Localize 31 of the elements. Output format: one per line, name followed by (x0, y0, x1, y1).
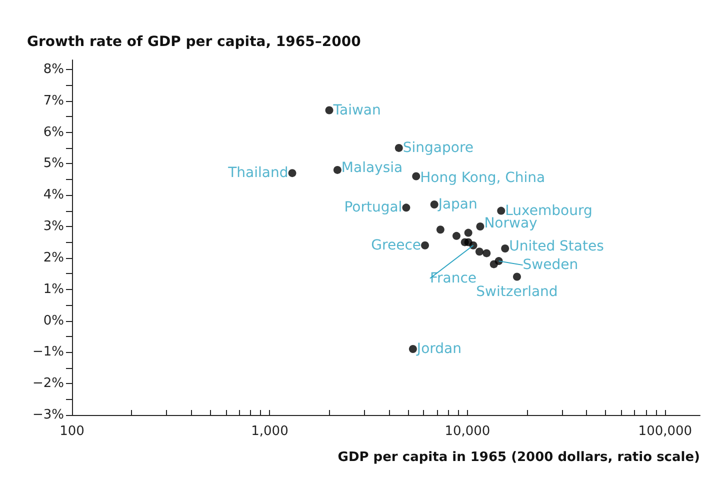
y-tick-label: 0% (43, 313, 64, 328)
chart-title: Growth rate of GDP per capita, 1965–2000 (27, 34, 362, 50)
annotation: France (430, 270, 477, 286)
x-tick-label: 100 (60, 424, 84, 439)
annotation: Switzerland (476, 284, 558, 300)
x-tick-label: 1,000 (251, 424, 288, 439)
y-tick-label: −2% (32, 376, 64, 392)
y-tick-label: 4% (43, 188, 64, 203)
y-tick-label: 3% (43, 219, 64, 234)
y-tick-label: −1% (32, 344, 64, 360)
y-tick-label: 1% (43, 282, 64, 297)
y-tick-label: 2% (43, 250, 64, 266)
annotation: Taiwan (332, 102, 381, 118)
y-tick-label: 8% (43, 62, 64, 77)
annotation: Malaysia (341, 160, 403, 176)
annotation: Singapore (402, 140, 474, 156)
y-tick-label: 5% (43, 156, 64, 172)
x-tick-label: 100,000 (638, 424, 692, 439)
annotation: United States (509, 238, 604, 254)
x-axis-title: GDP per capita in 1965 (2000 dollars, ratio scale) (338, 450, 700, 465)
annotation: Jordan (416, 341, 462, 358)
annotation: Japan (437, 196, 478, 213)
annotation: Portugal (344, 200, 402, 216)
annotation: Sweden (522, 257, 578, 274)
y-tick-label: 6% (43, 124, 64, 140)
y-tick-label: 7% (43, 93, 64, 108)
y-tick-label: −3% (32, 408, 64, 422)
x-tick-label: 10,000 (444, 424, 490, 439)
annotation: Hong Kong, China (420, 170, 546, 186)
annotation: Thailand (227, 165, 288, 182)
annotation: Greece (371, 237, 422, 254)
